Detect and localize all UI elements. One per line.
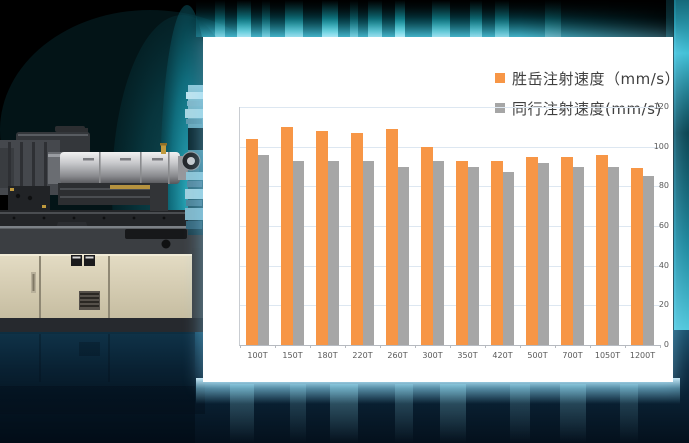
x-axis-tick xyxy=(345,345,346,348)
x-axis-tick xyxy=(625,345,626,348)
bar-180T-s1 xyxy=(327,160,339,345)
bar-chart-plot: 100T 150T 180T 220T 260T 300T 350T 420T 500T 700T… xyxy=(239,107,661,360)
gridline xyxy=(240,305,660,307)
bar-group xyxy=(555,107,590,345)
x-axis-tick-label: 700T xyxy=(562,351,583,360)
bar-1050T-s1 xyxy=(607,166,619,345)
bar-100T-s1 xyxy=(257,154,269,345)
y-axis-tick-label: 120 xyxy=(653,102,669,111)
bar-220T-s1 xyxy=(362,160,374,345)
chart-legend: 胜岳注射速度（mm/s） 同行注射速度(mm/s) xyxy=(495,67,680,127)
bar-group xyxy=(345,107,380,345)
y-axis-tick-label: 40 xyxy=(658,260,669,270)
bar-500T-s0 xyxy=(526,156,538,345)
x-axis-tick-label: 100T xyxy=(247,351,268,360)
x-axis-tick xyxy=(310,345,311,348)
bar-group xyxy=(380,107,415,345)
x-axis-tick-label: 350T xyxy=(457,351,478,360)
x-axis-tick xyxy=(380,345,381,348)
bar-700T-s1 xyxy=(572,166,584,345)
x-axis-tick-label: 220T xyxy=(352,351,373,360)
bar-group xyxy=(450,107,485,345)
bar-1050T-s0 xyxy=(596,154,608,345)
chart-panel: 胜岳注射速度（mm/s） 同行注射速度(mm/s) 100T 150T 180T 22… xyxy=(203,37,680,382)
y-axis-tick-label: 60 xyxy=(658,221,669,230)
bar-180T-s0 xyxy=(316,130,328,345)
bar-group xyxy=(625,107,660,345)
bar-group xyxy=(275,107,310,345)
machine-body xyxy=(0,126,205,332)
bar-1200T-s0 xyxy=(631,168,643,345)
bar-group xyxy=(520,107,555,345)
y-axis-tick-label: 80 xyxy=(658,181,669,191)
bar-700T-s0 xyxy=(561,156,573,345)
y-axis-tick-label: 20 xyxy=(658,300,669,310)
legend-label-tonghang: 同行注射速度(mm/s) xyxy=(512,99,662,118)
clamp-unit xyxy=(181,85,203,235)
x-axis-tick xyxy=(485,345,486,348)
x-axis-tick-label: 420T xyxy=(492,351,513,360)
bar-420T-s1 xyxy=(502,172,514,345)
x-axis-tick-label: 260T xyxy=(387,351,408,360)
legend-label-shengyue: 胜岳注射速度（mm/s） xyxy=(512,69,681,88)
x-axis-tick-label: 1200T xyxy=(629,351,656,360)
y-axis-tick-label: 0 xyxy=(663,340,669,349)
gridline xyxy=(240,186,660,188)
y-axis-tick-label: 100 xyxy=(653,141,669,151)
x-axis-tick xyxy=(450,345,451,348)
bar-220T-s0 xyxy=(351,132,363,345)
x-axis-tick xyxy=(240,345,241,348)
bar-group xyxy=(415,107,450,345)
floor-streaks xyxy=(230,384,638,443)
gridline xyxy=(240,107,660,108)
bar-300T-s1 xyxy=(432,160,444,345)
bar-1200T-s1 xyxy=(642,176,654,345)
bar-500T-s1 xyxy=(537,162,549,345)
bar-300T-s0 xyxy=(421,146,433,345)
bar-group xyxy=(590,107,625,345)
x-axis-tick xyxy=(555,345,556,348)
bar-150T-s0 xyxy=(281,126,293,345)
bar-group xyxy=(485,107,520,345)
x-axis-tick-label: 180T xyxy=(317,351,338,360)
x-axis-tick xyxy=(590,345,591,348)
x-axis-tick xyxy=(520,345,521,348)
bar-420T-s0 xyxy=(491,160,503,345)
bar-group xyxy=(310,107,345,345)
bar-350T-s1 xyxy=(467,166,479,345)
legend-swatch-gray-icon xyxy=(495,103,505,113)
legend-swatch-orange-icon xyxy=(495,73,505,83)
gridline xyxy=(240,265,660,267)
bar-150T-s1 xyxy=(292,160,304,345)
legend-item-shengyue: 胜岳注射速度（mm/s） xyxy=(495,67,680,89)
bar-100T-s0 xyxy=(246,138,258,345)
bar-group xyxy=(240,107,275,345)
x-axis-tick xyxy=(275,345,276,348)
x-axis-tick-label: 500T xyxy=(527,351,548,360)
gridline xyxy=(240,226,660,227)
x-axis-tick-label: 300T xyxy=(422,351,443,360)
bar-260T-s0 xyxy=(386,128,398,345)
x-axis-tick-label: 1050T xyxy=(594,351,621,360)
gridline xyxy=(240,146,660,148)
bar-260T-s1 xyxy=(397,166,409,345)
x-axis-tick xyxy=(660,345,661,348)
aurora-streaks xyxy=(215,0,689,37)
machine-reflection xyxy=(0,334,205,414)
x-axis-tick-label: 150T xyxy=(282,351,303,360)
legend-item-tonghang: 同行注射速度(mm/s) xyxy=(495,97,680,119)
bar-350T-s0 xyxy=(456,160,468,345)
x-axis-tick xyxy=(415,345,416,348)
